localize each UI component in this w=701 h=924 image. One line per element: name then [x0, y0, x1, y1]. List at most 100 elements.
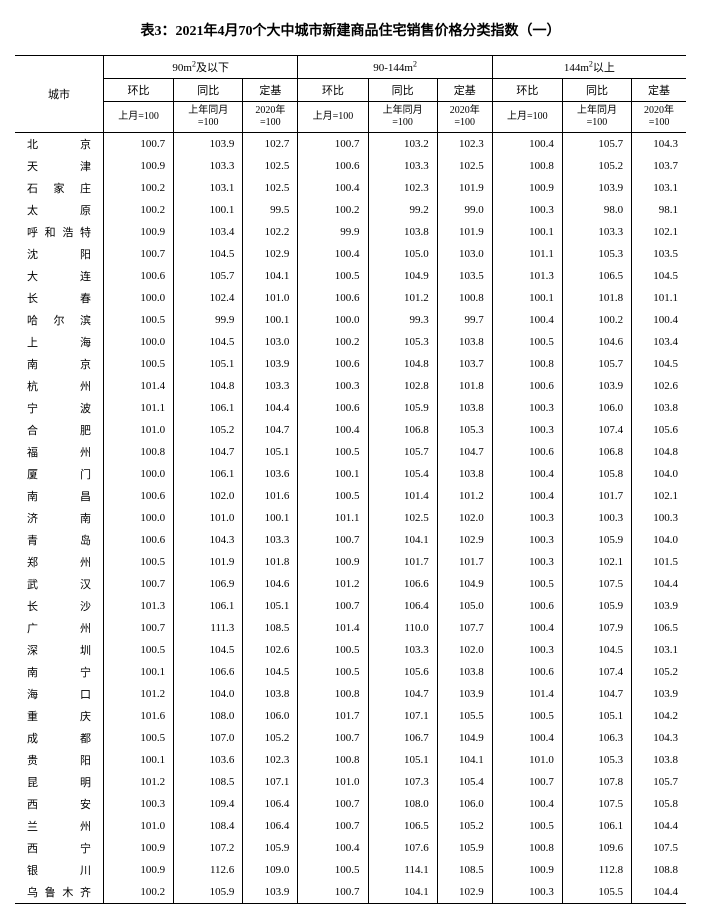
value-cell: 103.8: [632, 749, 686, 771]
value-cell: 100.3: [632, 507, 686, 529]
value-cell: 103.3: [368, 639, 437, 661]
value-cell: 101.8: [562, 287, 631, 309]
value-cell: 103.9: [562, 375, 631, 397]
value-cell: 103.0: [243, 331, 298, 353]
city-name: 郑 州: [15, 551, 104, 573]
value-cell: 104.1: [437, 749, 492, 771]
value-cell: 100.4: [492, 309, 562, 331]
value-cell: 100.5: [104, 639, 174, 661]
value-cell: 104.3: [632, 727, 686, 749]
value-cell: 100.5: [298, 441, 368, 463]
value-cell: 105.5: [437, 705, 492, 727]
value-cell: 106.1: [174, 595, 243, 617]
value-cell: 106.6: [174, 661, 243, 683]
header-sub: 2020年=100: [632, 102, 686, 133]
table-row: 深 圳100.5104.5102.6100.5103.3102.0100.310…: [15, 639, 686, 661]
value-cell: 102.8: [368, 375, 437, 397]
table-row: 石 家 庄100.2103.1102.5100.4102.3101.9100.9…: [15, 177, 686, 199]
value-cell: 100.9: [492, 859, 562, 881]
value-cell: 100.9: [104, 837, 174, 859]
value-cell: 103.9: [243, 353, 298, 375]
value-cell: 100.5: [298, 661, 368, 683]
value-cell: 99.9: [174, 309, 243, 331]
data-table: 城市 90m2及以下 90-144m2 144m2以上 环比 同比 定基 环比 …: [15, 55, 686, 904]
value-cell: 103.9: [437, 683, 492, 705]
value-cell: 103.8: [437, 463, 492, 485]
value-cell: 103.6: [243, 463, 298, 485]
value-cell: 103.6: [174, 749, 243, 771]
value-cell: 101.3: [492, 265, 562, 287]
value-cell: 106.1: [174, 397, 243, 419]
value-cell: 105.2: [174, 419, 243, 441]
value-cell: 102.4: [174, 287, 243, 309]
city-name: 上 海: [15, 331, 104, 353]
value-cell: 101.7: [368, 551, 437, 573]
value-cell: 105.1: [562, 705, 631, 727]
value-cell: 104.2: [632, 705, 686, 727]
table-row: 乌鲁木齐100.2105.9103.9100.7104.1102.9100.31…: [15, 881, 686, 904]
value-cell: 100.7: [298, 881, 368, 904]
value-cell: 100.9: [298, 551, 368, 573]
city-name: 贵 阳: [15, 749, 104, 771]
value-cell: 107.9: [562, 617, 631, 639]
value-cell: 102.6: [243, 639, 298, 661]
value-cell: 100.1: [298, 463, 368, 485]
value-cell: 102.0: [174, 485, 243, 507]
value-cell: 105.4: [368, 463, 437, 485]
value-cell: 105.9: [243, 837, 298, 859]
city-name: 广 州: [15, 617, 104, 639]
table-row: 重 庆101.6108.0106.0101.7107.1105.5100.510…: [15, 705, 686, 727]
value-cell: 100.7: [492, 771, 562, 793]
value-cell: 101.0: [243, 287, 298, 309]
city-name: 福 州: [15, 441, 104, 463]
value-cell: 105.3: [562, 243, 631, 265]
value-cell: 99.0: [437, 199, 492, 221]
value-cell: 100.3: [492, 507, 562, 529]
value-cell: 105.0: [437, 595, 492, 617]
value-cell: 100.0: [104, 287, 174, 309]
value-cell: 102.0: [437, 639, 492, 661]
value-cell: 104.9: [437, 573, 492, 595]
value-cell: 100.8: [492, 353, 562, 375]
value-cell: 105.8: [562, 463, 631, 485]
city-name: 长 春: [15, 287, 104, 309]
value-cell: 103.8: [437, 661, 492, 683]
value-cell: 101.4: [492, 683, 562, 705]
value-cell: 105.2: [243, 727, 298, 749]
table-row: 南 京100.5105.1103.9100.6104.8103.7100.810…: [15, 353, 686, 375]
value-cell: 104.5: [174, 243, 243, 265]
value-cell: 100.7: [298, 133, 368, 156]
header-sub: 上年同月=100: [368, 102, 437, 133]
value-cell: 104.8: [174, 375, 243, 397]
value-cell: 100.6: [104, 529, 174, 551]
city-name: 哈 尔 滨: [15, 309, 104, 331]
value-cell: 103.9: [562, 177, 631, 199]
city-name: 青 岛: [15, 529, 104, 551]
table-row: 贵 阳100.1103.6102.3100.8105.1104.1101.010…: [15, 749, 686, 771]
value-cell: 100.4: [298, 243, 368, 265]
table-row: 厦 门100.0106.1103.6100.1105.4103.8100.410…: [15, 463, 686, 485]
value-cell: 100.2: [104, 199, 174, 221]
value-cell: 101.9: [437, 221, 492, 243]
value-cell: 105.9: [174, 881, 243, 904]
city-name: 合 肥: [15, 419, 104, 441]
value-cell: 101.2: [104, 771, 174, 793]
header-group-3: 144m2以上: [492, 56, 686, 79]
value-cell: 100.8: [437, 287, 492, 309]
value-cell: 101.0: [104, 815, 174, 837]
value-cell: 100.7: [104, 133, 174, 156]
city-name: 济 南: [15, 507, 104, 529]
value-cell: 107.0: [174, 727, 243, 749]
header-col: 定基: [437, 79, 492, 102]
value-cell: 106.8: [562, 441, 631, 463]
value-cell: 103.8: [437, 331, 492, 353]
value-cell: 105.1: [243, 595, 298, 617]
value-cell: 106.5: [368, 815, 437, 837]
value-cell: 100.5: [298, 639, 368, 661]
table-row: 宁 波101.1106.1104.4100.6105.9103.8100.310…: [15, 397, 686, 419]
value-cell: 102.9: [437, 881, 492, 904]
value-cell: 100.0: [104, 331, 174, 353]
value-cell: 104.5: [562, 639, 631, 661]
value-cell: 100.7: [104, 573, 174, 595]
value-cell: 106.0: [562, 397, 631, 419]
